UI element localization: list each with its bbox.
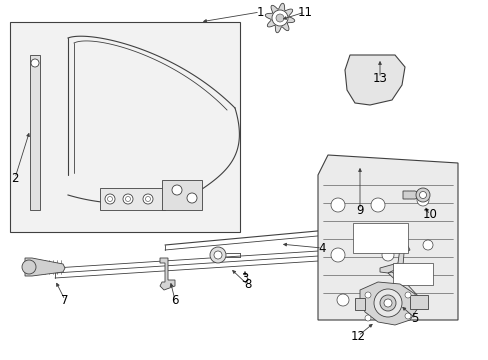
Polygon shape: [264, 3, 294, 33]
Polygon shape: [379, 246, 409, 273]
Text: 9: 9: [356, 203, 363, 216]
Circle shape: [105, 194, 115, 204]
Circle shape: [336, 294, 348, 306]
Circle shape: [330, 248, 345, 262]
Circle shape: [419, 192, 426, 198]
Circle shape: [107, 197, 112, 202]
Circle shape: [404, 313, 410, 319]
Circle shape: [271, 10, 287, 26]
Polygon shape: [359, 282, 417, 325]
Bar: [10, 22, 240, 232]
Circle shape: [142, 194, 153, 204]
Circle shape: [422, 240, 432, 250]
Text: 1: 1: [256, 5, 263, 18]
Circle shape: [145, 197, 150, 202]
Circle shape: [275, 14, 284, 22]
Text: 12: 12: [350, 329, 365, 342]
Circle shape: [31, 59, 39, 67]
Text: 8: 8: [244, 279, 251, 292]
Polygon shape: [402, 191, 419, 199]
Circle shape: [209, 247, 225, 263]
Text: 3: 3: [241, 271, 248, 284]
Circle shape: [330, 198, 345, 212]
Bar: [409, 295, 427, 309]
Circle shape: [416, 194, 428, 206]
Circle shape: [402, 298, 412, 308]
Circle shape: [415, 188, 429, 202]
Bar: [100, 188, 164, 210]
Text: 4: 4: [318, 242, 325, 255]
Polygon shape: [25, 258, 65, 276]
Text: 5: 5: [410, 311, 418, 324]
Circle shape: [370, 198, 384, 212]
Circle shape: [186, 193, 197, 203]
Bar: [354, 298, 364, 310]
Circle shape: [364, 315, 370, 321]
Bar: [392, 263, 432, 285]
Circle shape: [214, 251, 222, 259]
Circle shape: [123, 194, 133, 204]
Circle shape: [172, 185, 182, 195]
Text: 2: 2: [11, 171, 19, 184]
Bar: [162, 180, 202, 210]
Circle shape: [364, 292, 370, 298]
Polygon shape: [160, 258, 175, 290]
Text: 7: 7: [61, 293, 69, 306]
Circle shape: [125, 197, 130, 202]
Bar: [352, 223, 407, 253]
Polygon shape: [317, 155, 457, 320]
Bar: [30, 55, 40, 210]
Circle shape: [383, 299, 391, 307]
Circle shape: [404, 292, 410, 298]
Polygon shape: [345, 55, 404, 105]
Text: 6: 6: [171, 293, 179, 306]
Circle shape: [373, 289, 401, 317]
Circle shape: [379, 295, 395, 311]
Text: 10: 10: [422, 208, 437, 221]
Polygon shape: [387, 272, 417, 298]
Circle shape: [22, 260, 36, 274]
Text: 11: 11: [297, 5, 312, 18]
Circle shape: [381, 249, 393, 261]
Text: 13: 13: [372, 72, 386, 85]
